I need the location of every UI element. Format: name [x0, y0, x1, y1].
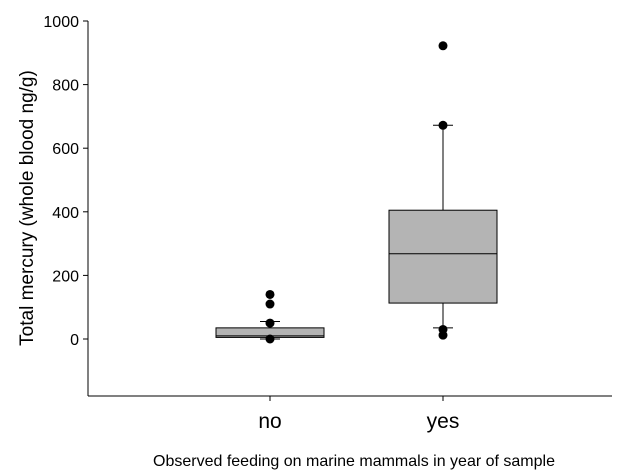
- x-axis-title: Observed feeding on marine mammals in ye…: [153, 453, 555, 470]
- y-tick-label: 600: [52, 141, 79, 158]
- x-category-label: yes: [427, 410, 460, 433]
- iqr-box: [388, 209, 498, 304]
- y-tick-label: 200: [52, 268, 79, 285]
- axes: [87, 21, 612, 397]
- y-ticks: 0 200 400 600 800 1000: [43, 14, 88, 349]
- outlier-point: [265, 289, 275, 299]
- box-group-no: [215, 289, 325, 344]
- y-axis-title: Total mercury (whole blood ng/g): [17, 70, 38, 346]
- outlier-point: [265, 334, 275, 344]
- y-tick-label: 400: [52, 205, 79, 222]
- y-tick-label: 0: [70, 332, 79, 349]
- y-tick-label: 800: [52, 78, 79, 95]
- x-category-labels: no yes: [258, 396, 459, 433]
- outlier-point: [265, 318, 275, 328]
- y-tick-label: 1000: [43, 14, 79, 31]
- boxes: [215, 41, 498, 344]
- x-category-label: no: [258, 410, 281, 433]
- outlier-point: [438, 120, 448, 130]
- box-group-yes: [388, 41, 498, 340]
- outlier-point: [265, 299, 275, 309]
- outlier-point: [438, 41, 448, 51]
- outlier-point: [438, 330, 448, 340]
